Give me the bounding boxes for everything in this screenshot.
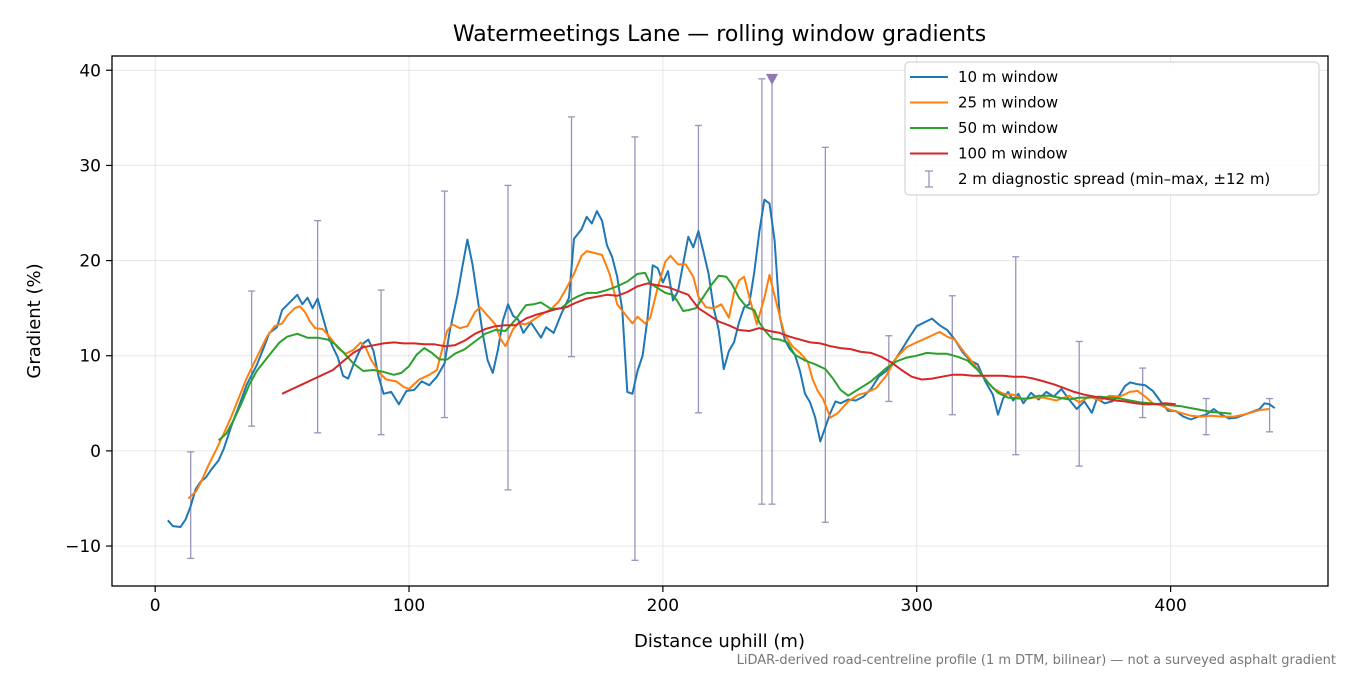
plot-area xyxy=(167,73,1276,561)
x-tick-label: 300 xyxy=(901,596,933,616)
x-tick-label: 0 xyxy=(150,596,161,616)
y-tick-label: 30 xyxy=(79,156,101,176)
y-tick-label: −10 xyxy=(65,537,101,557)
x-tick-label: 100 xyxy=(393,596,425,616)
triangle-down-marker xyxy=(766,73,779,85)
y-tick-label: 40 xyxy=(79,61,101,81)
y-axis-label: Gradient (%) xyxy=(24,263,45,378)
legend-label: 2 m diagnostic spread (min–max, ±12 m) xyxy=(958,170,1270,188)
axis-ticks: 0 100 200 300 400 −10 0 10 20 30 40 xyxy=(65,61,1187,616)
legend-label: 10 m window xyxy=(958,68,1058,86)
y-tick-label: 10 xyxy=(79,347,101,367)
footnote: LiDAR-derived road-centreline profile (1… xyxy=(737,653,1336,668)
x-axis-label: Distance uphill (m) xyxy=(634,631,805,652)
legend: 10 m window 25 m window 50 m window 100 m w… xyxy=(904,61,1320,196)
x-tick-label: 200 xyxy=(647,596,679,616)
series-lines xyxy=(167,198,1276,528)
series-line-3 xyxy=(217,271,1232,442)
legend-label: 25 m window xyxy=(958,94,1058,112)
markers xyxy=(766,73,779,85)
y-tick-label: 0 xyxy=(90,442,101,462)
y-tick-label: 20 xyxy=(79,252,101,272)
legend-label: 50 m window xyxy=(958,119,1058,137)
axes-frame xyxy=(111,55,1329,587)
x-tick-label: 400 xyxy=(1154,596,1186,616)
series-line-4 xyxy=(281,282,1176,406)
chart-title: Watermeetings Lane — rolling window grad… xyxy=(453,22,986,47)
legend-label: 100 m window xyxy=(958,145,1068,163)
series-line-1 xyxy=(167,198,1276,528)
legend-box xyxy=(904,61,1320,196)
